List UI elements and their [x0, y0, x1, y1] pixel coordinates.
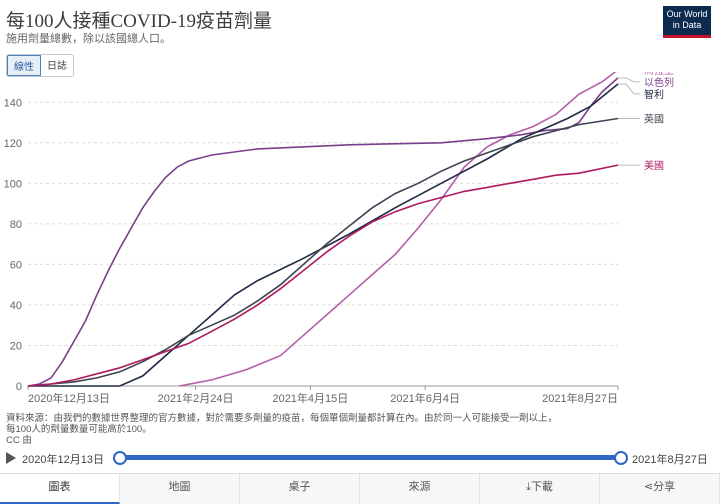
y-tick-label: 20 — [10, 340, 22, 352]
timeline-end-handle[interactable] — [614, 451, 628, 465]
scale-toggle: 線性 日誌 — [6, 54, 74, 77]
tab-map[interactable]: 地圖 — [120, 474, 240, 504]
series-end-label: 智利 — [644, 88, 664, 101]
download-icon: ⤓ — [526, 481, 531, 493]
series-label-leader — [618, 83, 640, 95]
tab-chart[interactable]: 圖表 — [0, 474, 120, 504]
series-line-4 — [27, 164, 619, 387]
bottom-tabs: 圖表 地圖 桌子 來源 ⤓下載 ⋖分享 — [0, 473, 720, 504]
timeline-start-handle[interactable] — [113, 451, 127, 465]
series-end-label: 以色列 — [644, 76, 674, 89]
y-tick-label: 60 — [10, 259, 22, 271]
log-scale-button[interactable]: 日誌 — [47, 61, 67, 72]
tab-share[interactable]: ⋖分享 — [600, 474, 720, 504]
series-line-3 — [27, 117, 619, 387]
timeline-start-label: 2020年12月13日 — [22, 454, 104, 466]
source-line-2: 每100人的劑量數量可能高於100。 — [6, 424, 152, 435]
y-tick-label: 0 — [16, 381, 22, 393]
y-tick-label: 80 — [10, 219, 22, 231]
timeline-track[interactable] — [118, 455, 620, 460]
tab-sources[interactable]: 來源 — [360, 474, 480, 504]
x-tick-label: 2021年8月27日 — [542, 391, 618, 405]
series-line-0 — [179, 72, 617, 387]
chart-subtitle: 施用劑量總數，除以該國總人口。 — [6, 33, 171, 45]
y-tick-label: 140 — [4, 97, 22, 109]
y-tick-label: 40 — [10, 300, 22, 312]
series-end-label: 英國 — [644, 112, 664, 125]
series-line-2 — [28, 83, 619, 387]
logo-line2: in Data — [672, 20, 702, 30]
x-tick-label: 2021年6月4日 — [390, 391, 460, 405]
tab-download[interactable]: ⤓下載 — [480, 474, 600, 504]
series-end-label: 美國 — [644, 159, 664, 172]
series-label-leader — [618, 77, 640, 83]
play-icon[interactable] — [6, 452, 16, 464]
source-note: 資料來源：由我們的數據世界整理的官方數據，對於需要多劑量的疫苗，每個單個劑量都計… — [6, 413, 566, 446]
chart-title: 每100人接種COVID-19疫苗劑量 — [6, 11, 272, 32]
y-tick-label: 100 — [4, 178, 22, 190]
y-tick-label: 120 — [4, 138, 22, 150]
linear-scale-button[interactable]: 線性 — [7, 55, 41, 76]
series-line-1 — [27, 77, 619, 387]
x-tick-label: 2021年2月24日 — [158, 391, 234, 405]
timeline-end-label: 2021年8月27日 — [632, 454, 708, 466]
logo-line1: Our World — [666, 9, 708, 19]
tab-download-label: 下載 — [530, 481, 553, 493]
source-line-3: CC 由 — [6, 435, 32, 446]
tab-share-label: 分享 — [653, 481, 676, 493]
series-end-label: 烏拉圭 — [644, 72, 674, 77]
share-icon: ⋖ — [643, 481, 654, 493]
owid-logo[interactable]: Our World in Data — [663, 6, 711, 38]
source-line-1: 資料來源：由我們的數據世界整理的官方數據，對於需要多劑量的疫苗，每個單個劑量都計… — [6, 413, 558, 424]
x-tick-label: 2021年4月15日 — [272, 391, 348, 405]
line-chart: 0 20 40 60 80 100 120 140 2020年12月13日 2021年2月24日 2… — [4, 72, 674, 405]
x-tick-label: 2020年12月13日 — [28, 391, 110, 405]
tab-table[interactable]: 桌子 — [240, 474, 360, 504]
